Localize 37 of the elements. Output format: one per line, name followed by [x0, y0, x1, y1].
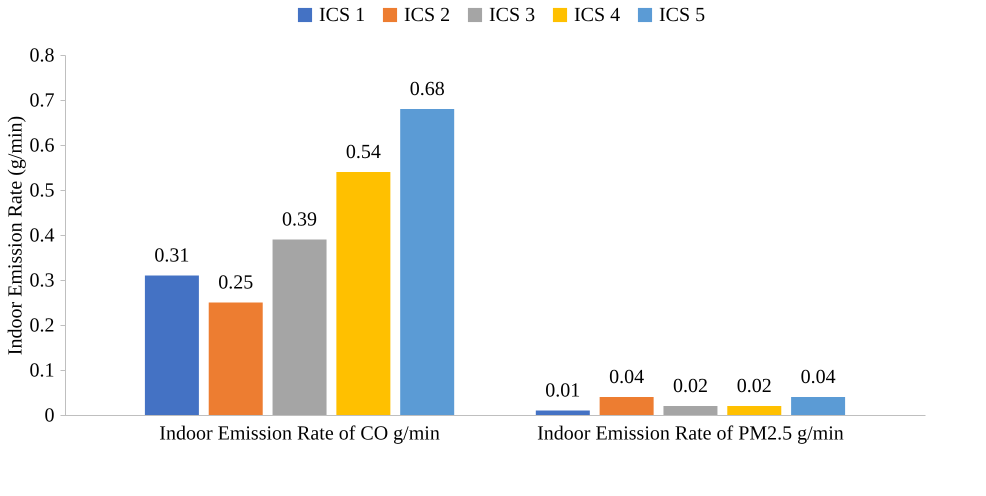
data-label: 0.54 [346, 141, 381, 163]
y-tick-label: 0.3 [30, 270, 54, 292]
bar [272, 240, 327, 415]
x-tick-label: Indoor Emission Rate of CO g/min [159, 422, 440, 444]
y-tick-label: 0 [44, 404, 54, 426]
data-label: 0.04 [800, 366, 836, 388]
data-label: 0.25 [218, 272, 254, 294]
y-tick-label: 0.7 [30, 90, 54, 112]
legend-label: ICS 1 [319, 4, 366, 26]
bar [536, 410, 590, 415]
bar [600, 397, 654, 415]
y-tick-label: 0.6 [30, 134, 54, 156]
bar [663, 406, 718, 415]
legend-label: ICS 5 [659, 4, 706, 26]
data-label: 0.68 [410, 78, 445, 100]
legend-label: ICS 2 [404, 4, 450, 26]
y-tick-label: 0.1 [30, 360, 54, 382]
x-tick-label: Indoor Emission Rate of PM2.5 g/min [537, 422, 844, 444]
bar [727, 406, 782, 415]
y-tick-label: 0.5 [30, 180, 54, 202]
data-label: 0.04 [609, 366, 644, 388]
bar [144, 276, 199, 415]
data-label: 0.01 [545, 380, 580, 402]
legend-label: ICS 4 [574, 4, 620, 26]
data-label: 0.02 [736, 375, 772, 397]
data-label: 0.02 [672, 375, 708, 397]
data-label: 0.39 [282, 208, 318, 230]
y-tick-label: 0.4 [30, 224, 54, 246]
bar [208, 302, 263, 415]
data-label: 0.31 [154, 244, 190, 266]
y-tick-label: 0.2 [30, 314, 54, 336]
legend-label: ICS 3 [489, 4, 536, 26]
bar [791, 397, 846, 415]
y-axis-title: Indoor Emission Rate (g/min) [4, 116, 26, 356]
bar [336, 172, 390, 415]
y-tick-label: 0.8 [30, 44, 54, 66]
bar [400, 109, 454, 415]
